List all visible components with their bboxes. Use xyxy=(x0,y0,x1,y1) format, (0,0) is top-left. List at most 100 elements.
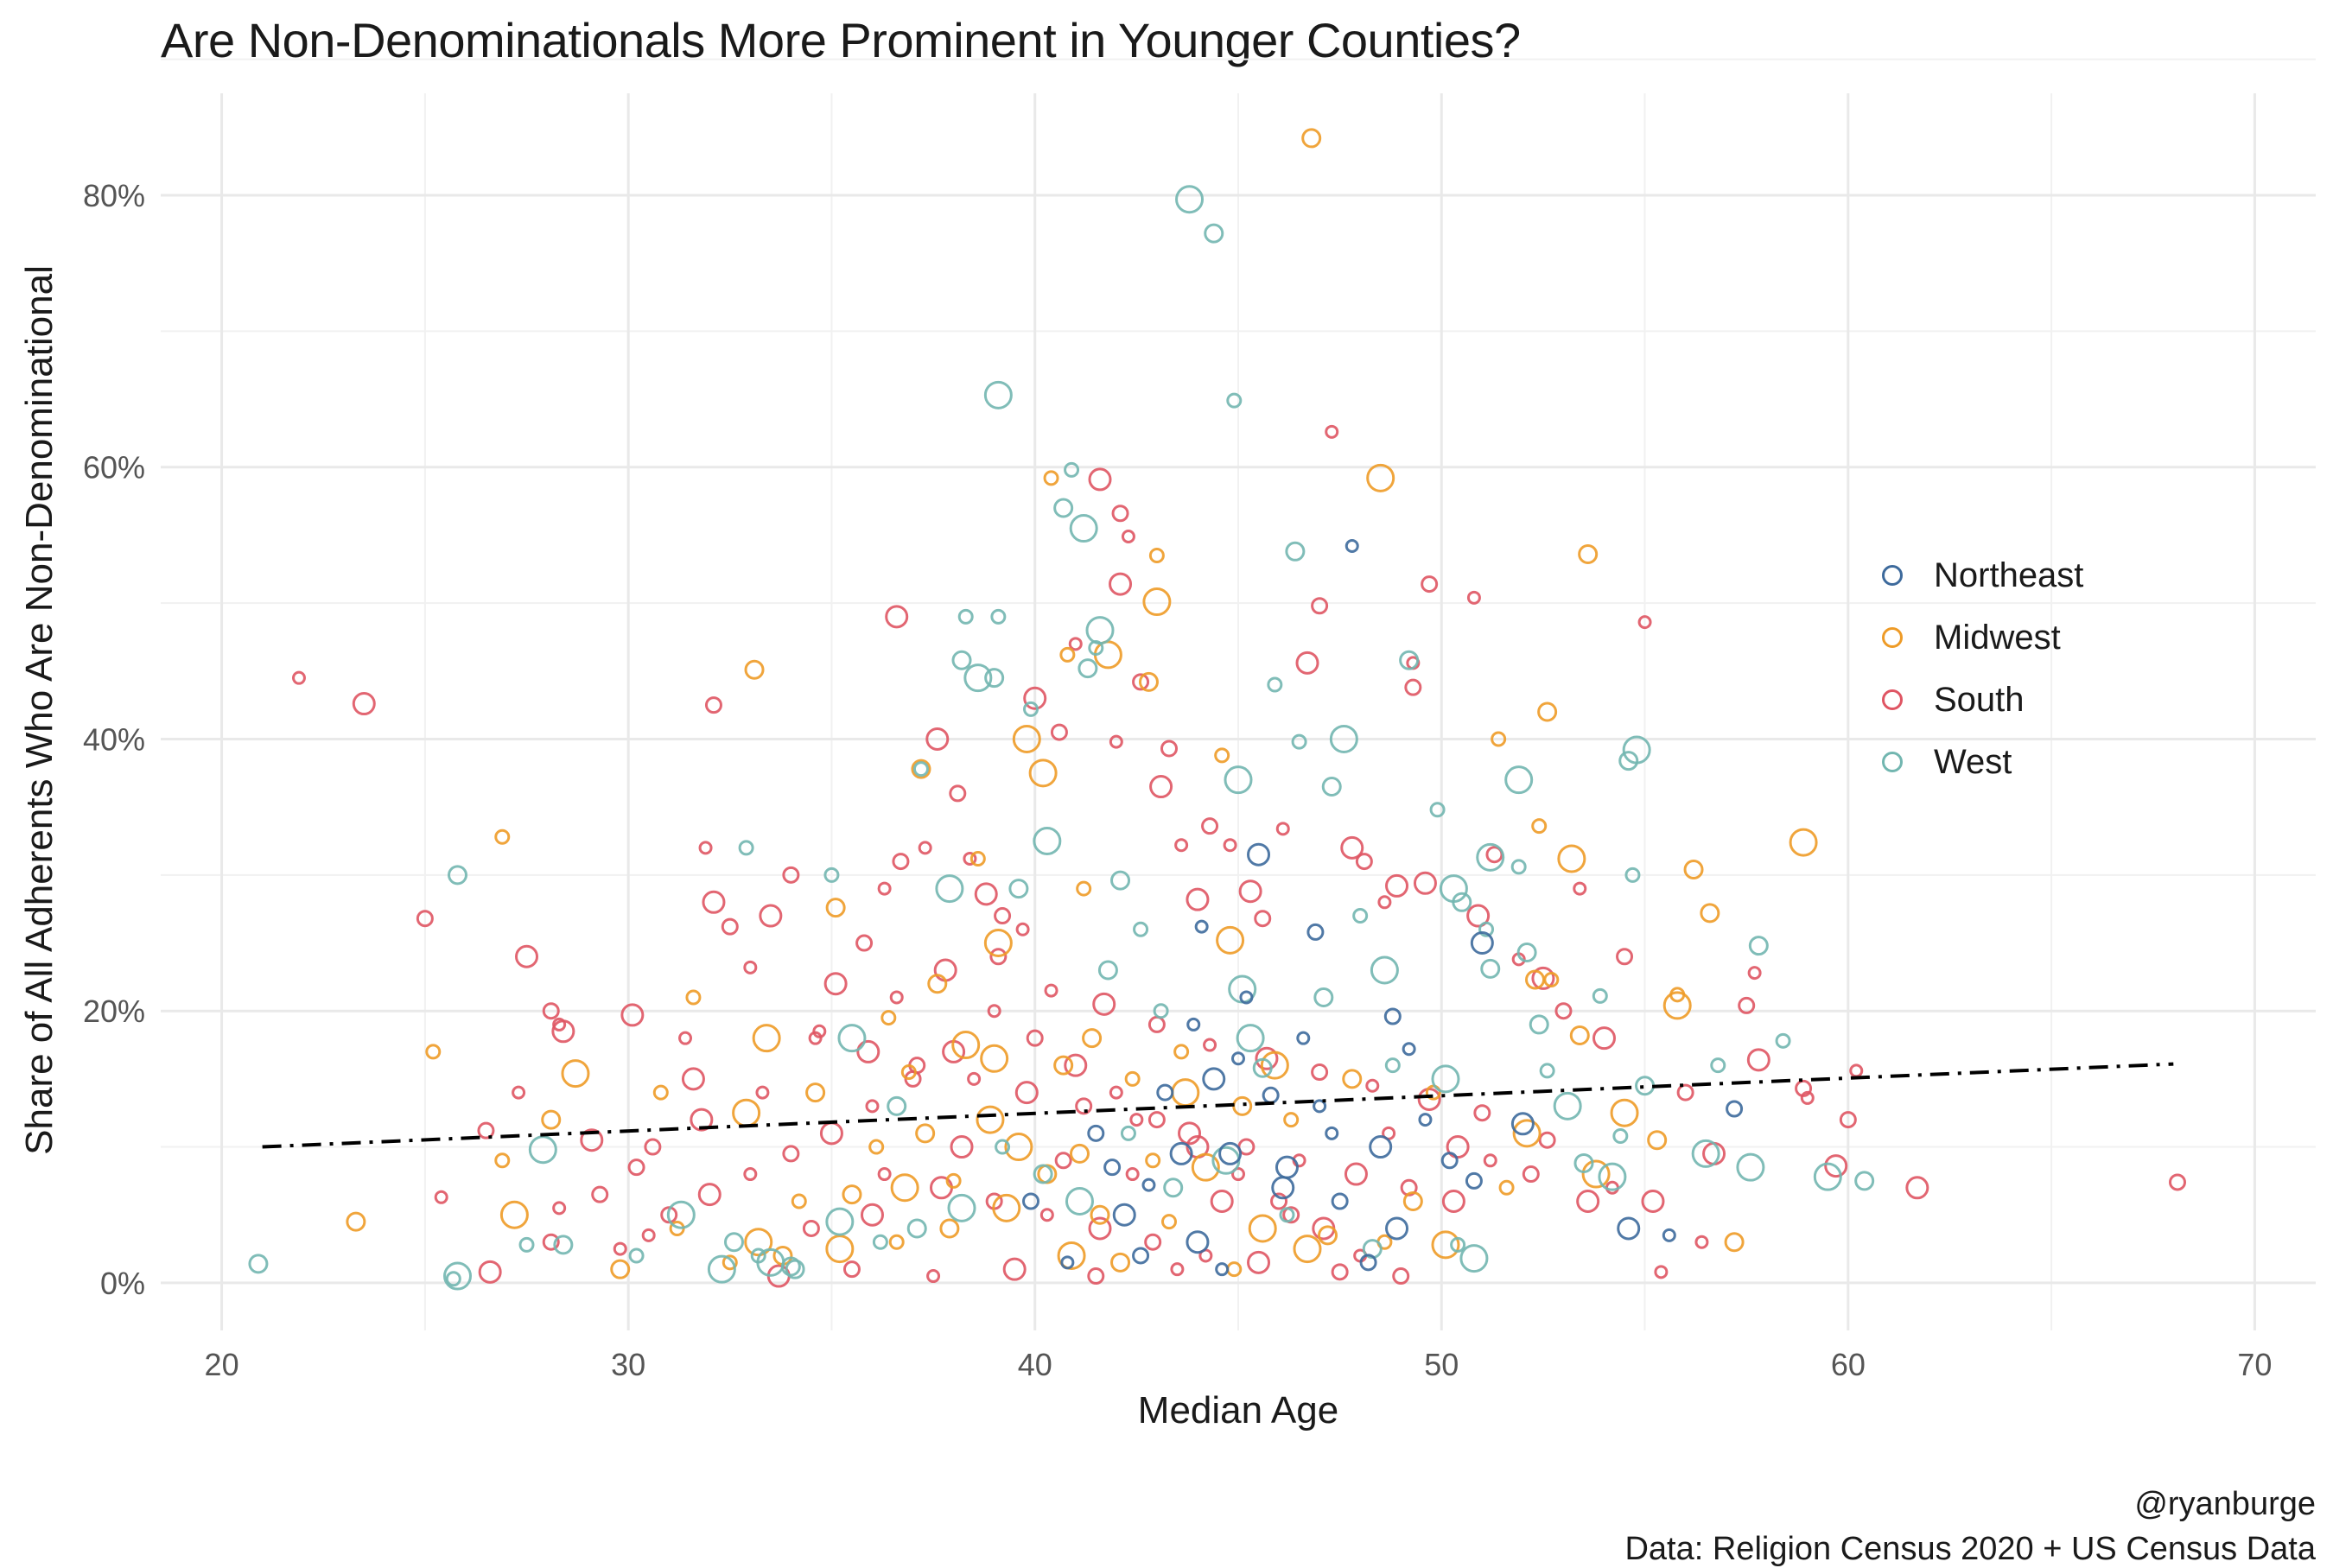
point-midwest xyxy=(1498,1179,1515,1196)
point-west xyxy=(628,1247,645,1264)
point-west xyxy=(1459,1244,1489,1273)
point-midwest xyxy=(1053,1055,1074,1076)
point-west xyxy=(872,1234,888,1250)
point-midwest xyxy=(1537,701,1558,722)
point-west xyxy=(553,1235,574,1255)
point-south xyxy=(434,1190,448,1204)
point-south xyxy=(1637,615,1652,630)
point-west xyxy=(1064,461,1080,478)
point-west xyxy=(1618,751,1639,771)
point-south xyxy=(1325,424,1339,439)
major-gridlines xyxy=(161,93,2316,1330)
legend-label-west: West xyxy=(1934,742,2012,781)
point-south xyxy=(542,1233,560,1251)
point-west xyxy=(1224,765,1253,795)
point-south xyxy=(1747,966,1762,981)
point-south xyxy=(1132,673,1150,691)
point-midwest xyxy=(1581,1159,1611,1189)
point-midwest xyxy=(825,1235,855,1264)
point-south xyxy=(1147,1111,1166,1129)
point-midwest xyxy=(1293,1235,1322,1264)
point-midwest xyxy=(1214,747,1230,764)
point-south xyxy=(580,1128,604,1152)
point-south xyxy=(1849,1063,1864,1078)
point-south xyxy=(1050,723,1068,741)
point-west xyxy=(1291,733,1307,750)
point-south xyxy=(1404,678,1422,696)
point-south xyxy=(1231,1167,1245,1182)
point-south xyxy=(627,1159,645,1177)
x-tick-label: 40 xyxy=(1018,1347,1052,1382)
point-midwest xyxy=(1145,1152,1161,1169)
point-midwest xyxy=(1610,1098,1639,1127)
point-west xyxy=(1078,658,1098,679)
point-west xyxy=(1008,879,1029,899)
point-south xyxy=(698,841,713,855)
point-south xyxy=(892,853,910,871)
point-midwest xyxy=(888,1234,905,1250)
point-midwest xyxy=(499,1200,529,1229)
point-midwest xyxy=(980,1044,1009,1073)
point-west xyxy=(1691,1139,1720,1168)
point-south xyxy=(1121,530,1135,544)
point-south xyxy=(1331,1263,1349,1281)
point-midwest xyxy=(927,974,948,994)
point-south xyxy=(681,1067,705,1091)
point-northeast xyxy=(1385,1216,1409,1241)
point-west xyxy=(1624,867,1641,883)
point-west xyxy=(1285,541,1306,562)
point-midwest xyxy=(1647,1130,1668,1151)
point-south xyxy=(1254,910,1272,928)
point-west xyxy=(738,840,754,856)
point-south xyxy=(1676,1083,1694,1101)
point-west xyxy=(448,865,468,886)
point-south xyxy=(855,934,874,952)
legend: Northeast Midwest South West xyxy=(1882,544,2083,793)
x-tick-label: 30 xyxy=(611,1347,645,1382)
point-south xyxy=(702,890,726,914)
point-midwest xyxy=(1512,1119,1542,1148)
point-south xyxy=(1446,1135,1470,1159)
point-west xyxy=(780,1256,801,1277)
point-south xyxy=(416,910,434,928)
point-south xyxy=(1238,879,1262,904)
point-midwest xyxy=(494,1152,511,1169)
point-northeast xyxy=(1470,931,1494,955)
point-west xyxy=(947,1193,976,1222)
point-south xyxy=(1355,853,1373,871)
point-south xyxy=(987,1004,1001,1019)
point-west xyxy=(995,1139,1011,1155)
point-midwest xyxy=(983,929,1013,958)
point-midwest xyxy=(1069,1143,1090,1164)
point-south xyxy=(929,1176,953,1200)
point-south xyxy=(925,727,950,751)
point-south xyxy=(865,1099,880,1114)
point-south xyxy=(1039,1208,1054,1222)
point-northeast xyxy=(1169,1141,1193,1165)
point-south xyxy=(1392,1267,1410,1286)
point-south xyxy=(1377,895,1392,910)
point-northeast xyxy=(1186,1230,1210,1254)
point-midwest xyxy=(722,1254,738,1271)
point-south xyxy=(1014,1081,1039,1105)
point-south xyxy=(1421,575,1439,594)
point-midwest xyxy=(652,1084,669,1101)
point-west xyxy=(1592,987,1608,1004)
point-south xyxy=(759,904,783,928)
point-west xyxy=(1279,1207,1295,1223)
point-south xyxy=(478,1260,502,1284)
legend-item-south: South xyxy=(1882,669,2083,731)
point-midwest xyxy=(1662,991,1692,1020)
point-south xyxy=(808,1031,823,1045)
point-northeast xyxy=(1112,1203,1136,1227)
point-midwest xyxy=(1569,1025,1590,1046)
point-west xyxy=(1384,1057,1401,1074)
y-tick-label: 60% xyxy=(83,450,145,486)
point-south xyxy=(949,784,967,803)
point-west xyxy=(1504,765,1534,795)
point-northeast xyxy=(1141,1178,1156,1192)
point-midwest xyxy=(1142,587,1172,617)
point-northeast xyxy=(1359,1254,1377,1272)
point-midwest xyxy=(1173,1044,1190,1060)
